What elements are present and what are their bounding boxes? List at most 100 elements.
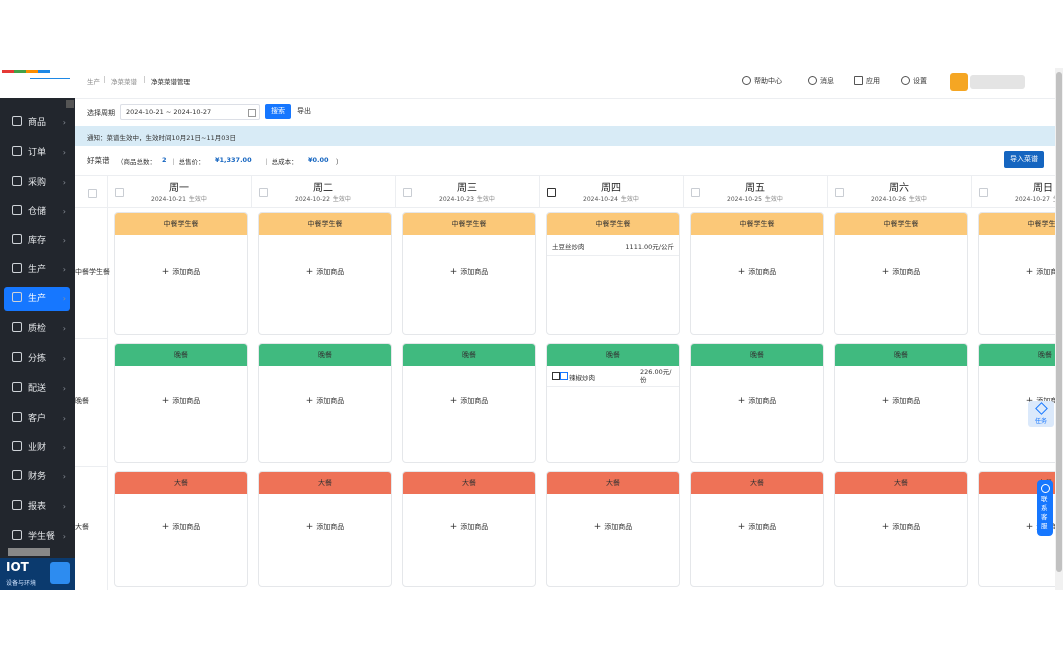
item-checkbox[interactable] <box>552 372 560 380</box>
col-border <box>827 175 828 207</box>
menu-label: 库存 <box>28 236 47 246</box>
menu-item[interactable]: 仓储 › <box>4 200 70 224</box>
footer-subtitle: 设备与环境 <box>6 580 37 587</box>
day-meta: 2024-10-22 生效中 <box>251 194 395 203</box>
plus-icon: + <box>593 522 602 532</box>
header-action[interactable]: 帮助中心 <box>754 77 782 85</box>
add-item-button[interactable]: +添加商品 <box>115 522 247 532</box>
meal-card-header: 晚餐 <box>835 344 967 366</box>
breadcrumb-item[interactable]: 净菜菜谱 <box>111 78 137 86</box>
add-item-button[interactable]: +添加商品 <box>259 396 391 406</box>
select-all[interactable] <box>88 189 97 198</box>
menu-arrow: › <box>62 294 66 303</box>
meal-card-header: 中餐学生餐 <box>979 213 1055 235</box>
menu-item[interactable]: 商品 › <box>4 111 70 135</box>
add-item-button[interactable]: +添加商品 <box>979 267 1055 277</box>
menu-item[interactable]: 学生餐 › <box>4 525 70 549</box>
day-checkbox[interactable] <box>259 188 268 197</box>
day-checkbox[interactable] <box>979 188 988 197</box>
menu-label: 客户 <box>28 414 47 424</box>
import-button[interactable]: 导入菜谱 <box>1004 151 1044 168</box>
menu-item[interactable]: 订单 › <box>4 141 70 165</box>
menu-item[interactable]: 生产 › <box>4 258 70 282</box>
header-action[interactable]: 应用 <box>866 77 880 85</box>
plus-icon: + <box>1025 522 1034 532</box>
plus-icon: + <box>881 266 890 277</box>
avatar[interactable] <box>950 73 968 91</box>
day-status: 生效中 <box>476 196 495 203</box>
day-status: 生效中 <box>332 196 351 203</box>
add-item-button[interactable]: +添加商品 <box>691 522 823 532</box>
day-checkbox[interactable] <box>691 188 700 197</box>
search-button[interactable]: 搜索 <box>265 104 291 119</box>
service-button[interactable]: 联系客服 <box>1037 480 1053 536</box>
add-item-button[interactable]: +添加商品 <box>691 267 823 277</box>
menu-item[interactable]: 质检 › <box>4 317 70 341</box>
day-checkbox[interactable] <box>403 188 412 197</box>
plus-icon: + <box>449 266 458 277</box>
menu-icon <box>12 263 22 273</box>
add-item-button[interactable]: +添加商品 <box>403 267 535 277</box>
day-date: 2024-10-22 <box>295 196 330 203</box>
menu-icon <box>12 530 22 540</box>
add-item-button[interactable]: +添加商品 <box>259 267 391 277</box>
date-range-input[interactable]: 2024-10-21 ~ 2024-10-27 <box>120 104 260 120</box>
meal-card: 中餐学生餐 +添加商品 <box>114 212 248 335</box>
col-border <box>395 175 396 207</box>
summary-part: ｜ 总成本： <box>263 158 298 166</box>
add-item-button[interactable]: +添加商品 <box>547 522 679 532</box>
action-icon[interactable] <box>854 76 863 85</box>
action-icon[interactable] <box>808 76 817 85</box>
plus-icon: + <box>737 522 746 532</box>
breadcrumb-item[interactable]: 生产 <box>87 78 100 86</box>
summary-part: ¥0.00 <box>308 156 329 164</box>
add-item-button[interactable]: +添加商品 <box>259 522 391 532</box>
meal-card-header: 大餐 <box>259 472 391 494</box>
task-button[interactable]: 任务 <box>1028 401 1054 427</box>
add-item-label: 添加商品 <box>460 397 489 405</box>
plus-icon: + <box>881 522 890 532</box>
menu-item[interactable]: 客户 › <box>4 407 70 431</box>
menu-item[interactable]: 配送 › <box>4 377 70 401</box>
plus-icon: + <box>881 396 890 406</box>
day-date: 2024-10-26 <box>871 196 906 203</box>
header-action[interactable]: 设置 <box>913 77 927 85</box>
action-icon[interactable] <box>742 76 751 85</box>
add-item-button[interactable]: +添加商品 <box>115 267 247 277</box>
menu-arrow: › <box>62 502 66 511</box>
day-checkbox[interactable] <box>115 188 124 197</box>
menu-arrow: › <box>62 265 66 274</box>
menu-item[interactable]: 报表 › <box>4 495 70 519</box>
menu-item[interactable]: 生产 › <box>4 287 70 311</box>
menu-item[interactable]: 业财 › <box>4 436 70 460</box>
add-item-label: 添加商品 <box>316 523 345 531</box>
scroll-thumb[interactable] <box>1056 72 1062 572</box>
meal-card-header: 大餐 <box>835 472 967 494</box>
header-action[interactable]: 消息 <box>820 77 834 85</box>
meal-card: 中餐学生餐 +添加商品 <box>402 212 536 335</box>
add-item-button[interactable]: +添加商品 <box>403 396 535 406</box>
add-item-button[interactable]: +添加商品 <box>115 396 247 406</box>
action-icon[interactable] <box>901 76 910 85</box>
add-item-button[interactable]: +添加商品 <box>835 522 967 532</box>
day-checkbox[interactable] <box>835 188 844 197</box>
add-item-label: 添加商品 <box>316 397 345 405</box>
add-item-button[interactable]: +添加商品 <box>403 522 535 532</box>
col-border <box>107 175 108 590</box>
menu-item[interactable]: 分拣 › <box>4 347 70 371</box>
meal-card-header: 晚餐 <box>691 344 823 366</box>
day-checkbox[interactable] <box>547 188 556 197</box>
menu-arrow: › <box>62 472 66 481</box>
menu-item[interactable]: 库存 › <box>4 229 70 253</box>
export-button[interactable]: 导出 <box>291 104 317 119</box>
add-item-button[interactable]: +添加商品 <box>691 396 823 406</box>
menu-item[interactable]: 采购 › <box>4 171 70 195</box>
footer-title: IOT <box>6 560 29 574</box>
add-item-button[interactable]: +添加商品 <box>835 267 967 277</box>
side-scroll[interactable] <box>8 548 50 556</box>
menu-item[interactable]: 财务 › <box>4 465 70 489</box>
meal-card: 大餐 +添加商品 <box>690 471 824 587</box>
scrollbar[interactable] <box>1055 68 1063 590</box>
app: 商品 › 订单 › 采购 › 仓储 › 库存 › 生产 › 生产 › 质检 › 分拣 › 配送 › 客户 › 业财 › 财务 › 报… <box>0 68 1063 590</box>
add-item-button[interactable]: +添加商品 <box>835 396 967 406</box>
